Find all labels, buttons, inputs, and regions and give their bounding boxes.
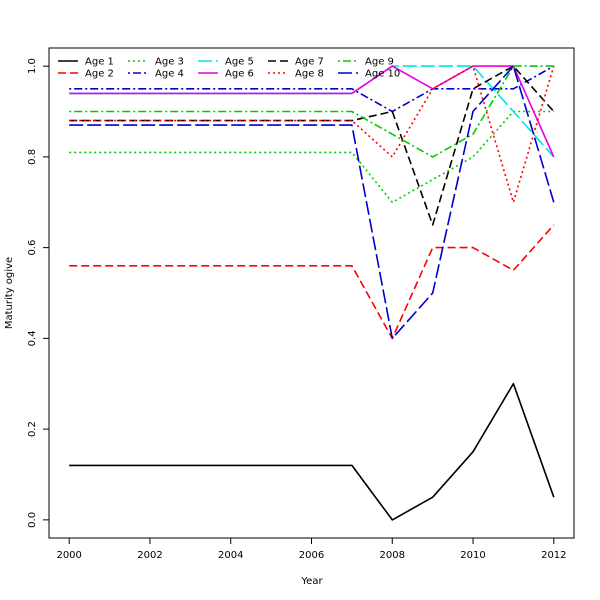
series-line-age-7 bbox=[69, 65, 555, 226]
y-tick-label: 0.4 bbox=[27, 330, 38, 346]
legend-label-age-7: Age 7 bbox=[295, 57, 324, 68]
y-tick-label: 0.0 bbox=[27, 512, 38, 528]
legend-label-age-2: Age 2 bbox=[85, 69, 114, 80]
x-axis: 2000 2002 2004 2006 2008 2010 2012 bbox=[56, 538, 567, 561]
plot-frame bbox=[48, 47, 575, 539]
legend-label-age-9: Age 9 bbox=[365, 57, 394, 68]
y-tick-label: 0.2 bbox=[27, 421, 38, 437]
legend-label-age-8: Age 8 bbox=[295, 69, 324, 80]
series-line-age-3 bbox=[69, 110, 554, 204]
series-line-age-1 bbox=[69, 382, 555, 521]
series-line-age-10 bbox=[69, 65, 555, 340]
y-axis-title: Maturity ogive bbox=[4, 257, 15, 329]
x-axis-title: Year bbox=[300, 576, 323, 587]
y-tick-label: 1.0 bbox=[27, 58, 38, 74]
series-line-age-9 bbox=[69, 65, 554, 158]
x-tick-label: 2002 bbox=[137, 550, 162, 561]
x-tick-label: 2000 bbox=[56, 550, 81, 561]
legend-label-age-10: Age 10 bbox=[365, 69, 400, 80]
x-tick-label: 2010 bbox=[460, 550, 485, 561]
x-tick-label: 2008 bbox=[380, 550, 405, 561]
series-line-age-2 bbox=[69, 224, 555, 340]
series-line-age-4 bbox=[69, 65, 555, 113]
x-tick-label: 2004 bbox=[218, 550, 243, 561]
y-tick-label: 0.6 bbox=[27, 240, 38, 256]
x-tick-label: 2012 bbox=[541, 550, 566, 561]
series-line-age-6 bbox=[69, 65, 555, 158]
legend-label-age-4: Age 4 bbox=[155, 69, 184, 80]
x-tick-label: 2006 bbox=[299, 550, 324, 561]
legend-label-age-6: Age 6 bbox=[225, 69, 254, 80]
legend-label-age-5: Age 5 bbox=[225, 57, 254, 68]
legend-label-age-1: Age 1 bbox=[85, 57, 114, 68]
series-line-age-8 bbox=[69, 65, 555, 204]
plot-area bbox=[69, 65, 555, 521]
legend-label-age-3: Age 3 bbox=[155, 57, 184, 68]
y-tick-label: 0.8 bbox=[27, 149, 38, 165]
y-axis: 0.0 0.2 0.4 0.6 0.8 1.0 bbox=[27, 58, 49, 528]
